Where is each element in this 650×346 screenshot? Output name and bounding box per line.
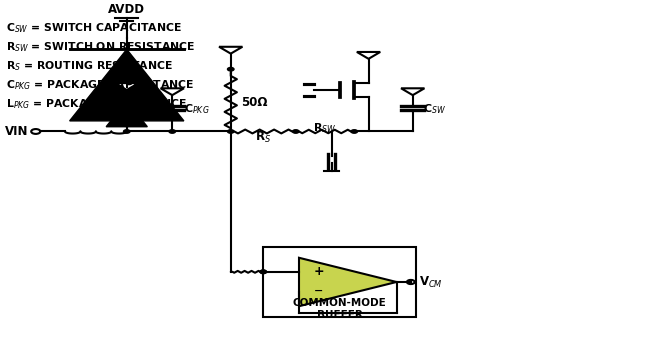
- Text: COMMON-MODE
BUFFER: COMMON-MODE BUFFER: [292, 299, 387, 320]
- Circle shape: [227, 130, 234, 133]
- Text: V$_{CM}$: V$_{CM}$: [419, 274, 443, 290]
- Circle shape: [124, 130, 130, 133]
- Circle shape: [260, 270, 266, 274]
- Polygon shape: [106, 101, 148, 127]
- Circle shape: [169, 130, 176, 133]
- Text: C$_{PKG}$: C$_{PKG}$: [184, 102, 210, 116]
- Text: R$_{S}$: R$_{S}$: [255, 129, 271, 145]
- Polygon shape: [161, 88, 184, 95]
- Circle shape: [260, 270, 266, 274]
- Text: +: +: [313, 265, 324, 278]
- Circle shape: [351, 130, 358, 133]
- Text: R$_{S}$ = ROUTING RESISTANCE: R$_{S}$ = ROUTING RESISTANCE: [6, 59, 174, 73]
- Polygon shape: [299, 258, 396, 306]
- Polygon shape: [115, 83, 138, 90]
- Text: R$_{SW}$ = SWITCH ON RESISTANCE: R$_{SW}$ = SWITCH ON RESISTANCE: [6, 40, 196, 54]
- Text: L$_{PKG}$ = PACKAGE INDUCTANCE: L$_{PKG}$ = PACKAGE INDUCTANCE: [6, 97, 188, 111]
- Bar: [263, 247, 416, 317]
- Text: R$_{SW}$: R$_{SW}$: [313, 121, 337, 135]
- Text: C$_{SW}$ = SWITCH CAPACITANCE: C$_{SW}$ = SWITCH CAPACITANCE: [6, 21, 183, 35]
- Polygon shape: [219, 47, 242, 54]
- Polygon shape: [70, 49, 184, 121]
- Circle shape: [227, 67, 234, 71]
- Text: C$_{PKG}$ = PACKAGE CAPACITANCE: C$_{PKG}$ = PACKAGE CAPACITANCE: [6, 78, 195, 92]
- Polygon shape: [401, 88, 424, 95]
- Text: AVDD: AVDD: [109, 2, 145, 16]
- Text: L$_{PKG}$: L$_{PKG}$: [84, 107, 108, 120]
- Text: C$_{SW}$: C$_{SW}$: [423, 102, 447, 116]
- Text: VIN: VIN: [5, 125, 28, 138]
- Circle shape: [292, 130, 299, 133]
- Text: −: −: [314, 286, 323, 296]
- Text: 50Ω: 50Ω: [241, 95, 268, 109]
- Polygon shape: [357, 52, 380, 59]
